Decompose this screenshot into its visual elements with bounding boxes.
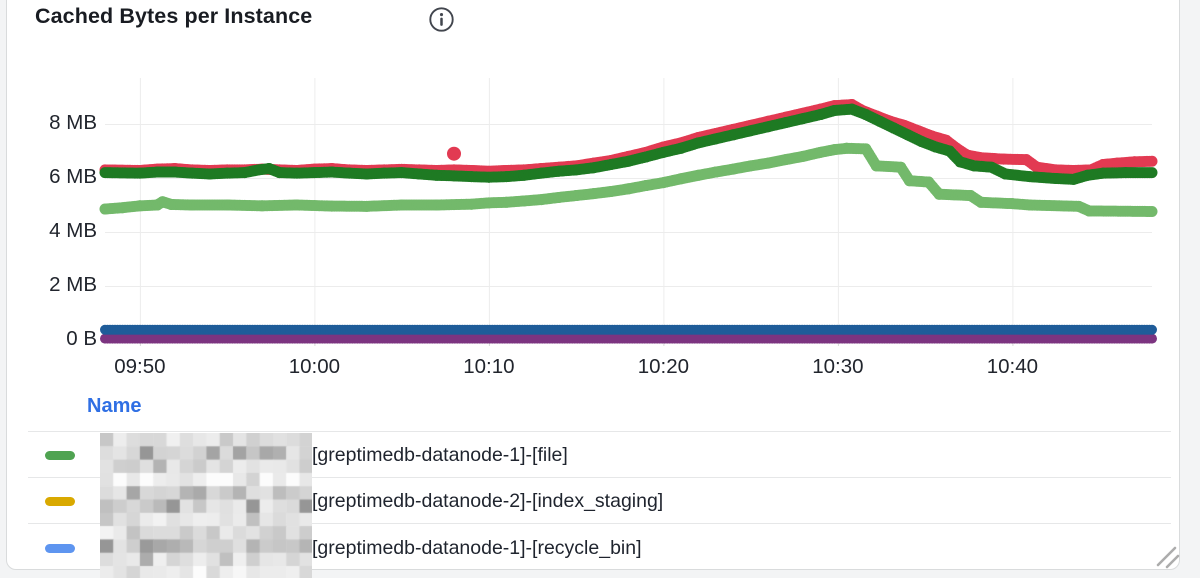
y-axis-tick-label: 8 MB: [49, 111, 97, 134]
x-axis-tick-label: 09:50: [114, 355, 166, 378]
y-axis-tick-label: 2 MB: [49, 273, 97, 296]
y-axis-tick-label: 4 MB: [49, 219, 97, 242]
x-axis-tick-label: 10:30: [812, 355, 864, 378]
x-axis-tick-label: 10:20: [637, 355, 690, 378]
series-color-dash: [45, 451, 75, 460]
series-color-dash: [45, 497, 75, 506]
x-axis-tick-label: 10:00: [288, 355, 341, 378]
legend-row-label[interactable]: [greptimedb-datanode-1]-[recycle_bin]: [312, 537, 642, 559]
x-axis-tick-label: 10:40: [986, 355, 1039, 378]
panel-title: Cached Bytes per Instance: [35, 4, 313, 28]
y-axis-tick-label: 6 MB: [49, 165, 97, 188]
legend-row-label[interactable]: [greptimedb-datanode-2]-[index_staging]: [312, 490, 664, 512]
redaction-mosaic: [100, 433, 312, 578]
series-color-dash: [45, 544, 75, 553]
row-divider: [28, 523, 1171, 524]
panel-resize-grip[interactable]: [1150, 540, 1182, 572]
timeseries-chart[interactable]: [0, 0, 1200, 400]
legend-row-label[interactable]: [greptimedb-datanode-1]-[file]: [312, 444, 568, 466]
row-divider: [28, 477, 1171, 478]
row-divider: [28, 431, 1171, 432]
y-axis-tick-label: 0 B: [66, 327, 97, 350]
legend-column-header-name[interactable]: Name: [87, 395, 142, 417]
x-axis-tick-label: 10:10: [463, 355, 515, 378]
info-icon[interactable]: [428, 6, 455, 33]
